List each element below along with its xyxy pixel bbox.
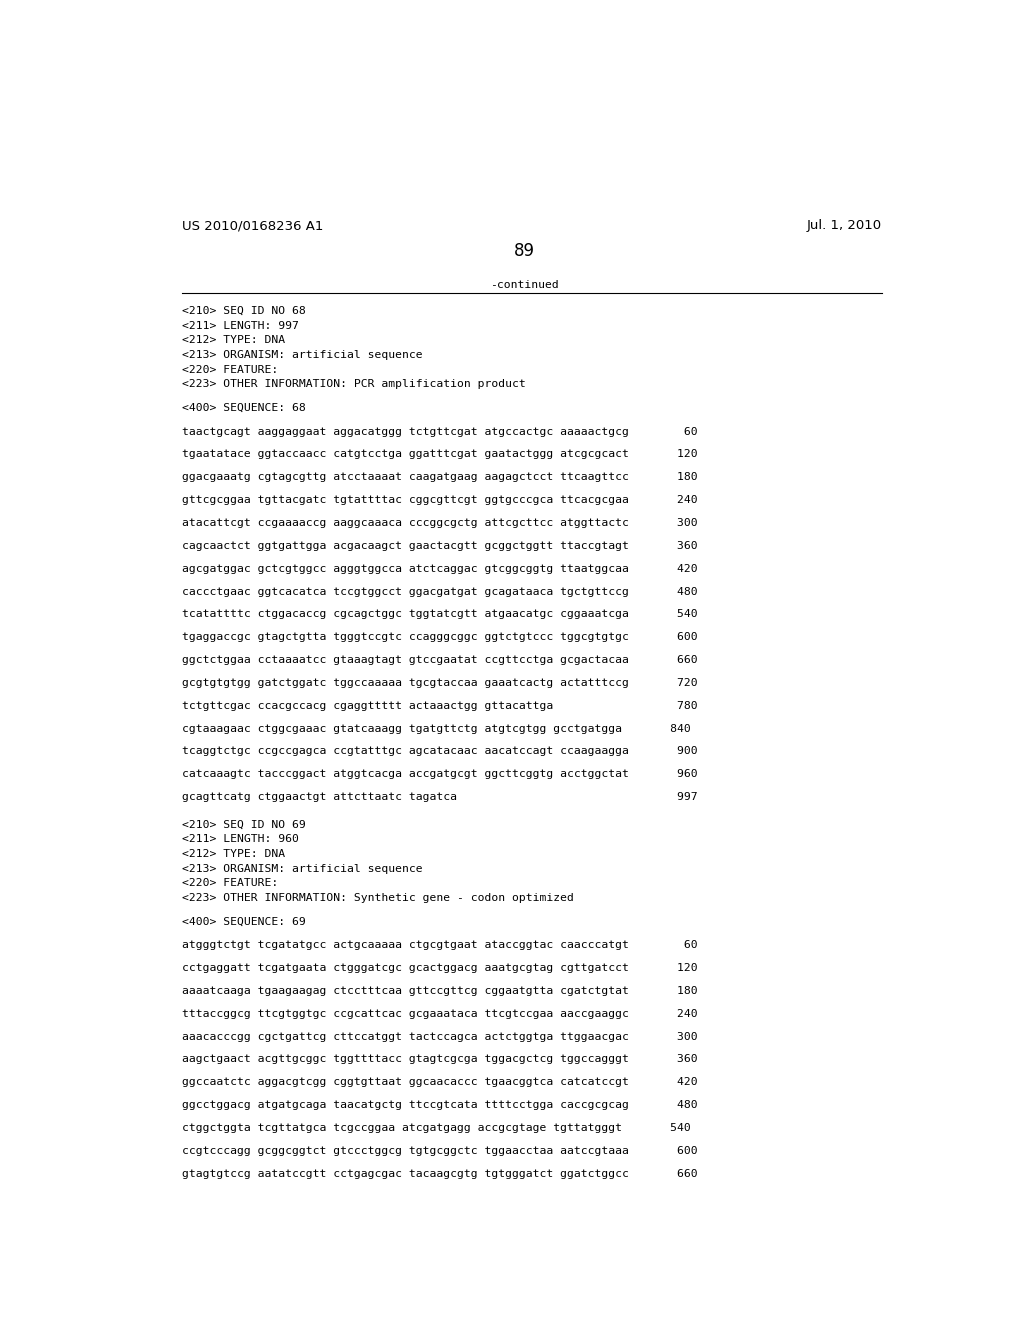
Text: gtagtgtccg aatatccgtt cctgagcgac tacaagcgtg tgtgggatct ggatctggcc       660: gtagtgtccg aatatccgtt cctgagcgac tacaagc… bbox=[182, 1168, 697, 1179]
Text: gcagttcatg ctggaactgt attcttaatc tagatca                                997: gcagttcatg ctggaactgt attcttaatc tagatca… bbox=[182, 792, 697, 803]
Text: <223> OTHER INFORMATION: PCR amplification product: <223> OTHER INFORMATION: PCR amplificati… bbox=[182, 379, 525, 389]
Text: tctgttcgac ccacgccacg cgaggttttt actaaactgg gttacattga                  780: tctgttcgac ccacgccacg cgaggttttt actaaac… bbox=[182, 701, 697, 710]
Text: cgtaaagaac ctggcgaaac gtatcaaagg tgatgttctg atgtcgtgg gcctgatgga       840: cgtaaagaac ctggcgaaac gtatcaaagg tgatgtt… bbox=[182, 723, 691, 734]
Text: <213> ORGANISM: artificial sequence: <213> ORGANISM: artificial sequence bbox=[182, 350, 423, 360]
Text: <400> SEQUENCE: 69: <400> SEQUENCE: 69 bbox=[182, 916, 306, 927]
Text: gcgtgtgtgg gatctggatc tggccaaaaa tgcgtaccaa gaaatcactg actatttccg       720: gcgtgtgtgg gatctggatc tggccaaaaa tgcgtac… bbox=[182, 678, 697, 688]
Text: US 2010/0168236 A1: US 2010/0168236 A1 bbox=[182, 219, 324, 232]
Text: <210> SEQ ID NO 69: <210> SEQ ID NO 69 bbox=[182, 820, 306, 829]
Text: ccgtcccagg gcggcggtct gtccctggcg tgtgcggctc tggaacctaa aatccgtaaa       600: ccgtcccagg gcggcggtct gtccctggcg tgtgcgg… bbox=[182, 1146, 697, 1156]
Text: <212> TYPE: DNA: <212> TYPE: DNA bbox=[182, 335, 285, 346]
Text: tttaccggcg ttcgtggtgc ccgcattcac gcgaaataca ttcgtccgaa aaccgaaggc       240: tttaccggcg ttcgtggtgc ccgcattcac gcgaaat… bbox=[182, 1008, 697, 1019]
Text: <220> FEATURE:: <220> FEATURE: bbox=[182, 364, 279, 375]
Text: ggcctggacg atgatgcaga taacatgctg ttccgtcata ttttcctgga caccgcgcag       480: ggcctggacg atgatgcaga taacatgctg ttccgtc… bbox=[182, 1100, 697, 1110]
Text: cctgaggatt tcgatgaata ctgggatcgc gcactggacg aaatgcgtag cgttgatcct       120: cctgaggatt tcgatgaata ctgggatcgc gcactgg… bbox=[182, 964, 697, 973]
Text: <400> SEQUENCE: 68: <400> SEQUENCE: 68 bbox=[182, 403, 306, 413]
Text: atacattcgt ccgaaaaccg aaggcaaaca cccggcgctg attcgcttcc atggttactc       300: atacattcgt ccgaaaaccg aaggcaaaca cccggcg… bbox=[182, 517, 697, 528]
Text: agcgatggac gctcgtggcc agggtggcca atctcaggac gtcggcggtg ttaatggcaa       420: agcgatggac gctcgtggcc agggtggcca atctcag… bbox=[182, 564, 697, 574]
Text: <211> LENGTH: 997: <211> LENGTH: 997 bbox=[182, 321, 299, 330]
Text: cagcaactct ggtgattgga acgacaagct gaactacgtt gcggctggtt ttaccgtagt       360: cagcaactct ggtgattgga acgacaagct gaactac… bbox=[182, 541, 697, 550]
Text: aagctgaact acgttgcggc tggttttacc gtagtcgcga tggacgctcg tggccagggt       360: aagctgaact acgttgcggc tggttttacc gtagtcg… bbox=[182, 1055, 697, 1064]
Text: ggacgaaatg cgtagcgttg atcctaaaat caagatgaag aagagctcct ttcaagttcc       180: ggacgaaatg cgtagcgttg atcctaaaat caagatg… bbox=[182, 473, 697, 482]
Text: atgggtctgt tcgatatgcc actgcaaaaa ctgcgtgaat ataccggtac caacccatgt        60: atgggtctgt tcgatatgcc actgcaaaaa ctgcgtg… bbox=[182, 940, 697, 950]
Text: ggctctggaa cctaaaatcc gtaaagtagt gtccgaatat ccgttcctga gcgactacaa       660: ggctctggaa cctaaaatcc gtaaagtagt gtccgaa… bbox=[182, 655, 697, 665]
Text: ggccaatctc aggacgtcgg cggtgttaat ggcaacaccc tgaacggtca catcatccgt       420: ggccaatctc aggacgtcgg cggtgttaat ggcaaca… bbox=[182, 1077, 697, 1088]
Text: <220> FEATURE:: <220> FEATURE: bbox=[182, 878, 279, 888]
Text: catcaaagtc tacccggact atggtcacga accgatgcgt ggcttcggtg acctggctat       960: catcaaagtc tacccggact atggtcacga accgatg… bbox=[182, 770, 697, 779]
Text: caccctgaac ggtcacatca tccgtggcct ggacgatgat gcagataaca tgctgttccg       480: caccctgaac ggtcacatca tccgtggcct ggacgat… bbox=[182, 586, 697, 597]
Text: Jul. 1, 2010: Jul. 1, 2010 bbox=[807, 219, 882, 232]
Text: tgaatatace ggtaccaacc catgtcctga ggatttcgat gaatactggg atcgcgcact       120: tgaatatace ggtaccaacc catgtcctga ggatttc… bbox=[182, 450, 697, 459]
Text: ctggctggta tcgttatgca tcgccggaa atcgatgagg accgcgtage tgttatgggt       540: ctggctggta tcgttatgca tcgccggaa atcgatga… bbox=[182, 1123, 691, 1133]
Text: <211> LENGTH: 960: <211> LENGTH: 960 bbox=[182, 834, 299, 843]
Text: tcatattttc ctggacaccg cgcagctggc tggtatcgtt atgaacatgc cggaaatcga       540: tcatattttc ctggacaccg cgcagctggc tggtatc… bbox=[182, 610, 697, 619]
Text: <223> OTHER INFORMATION: Synthetic gene - codon optimized: <223> OTHER INFORMATION: Synthetic gene … bbox=[182, 894, 573, 903]
Text: gttcgcggaa tgttacgatc tgtattttac cggcgttcgt ggtgcccgca ttcacgcgaa       240: gttcgcggaa tgttacgatc tgtattttac cggcgtt… bbox=[182, 495, 697, 506]
Text: tcaggtctgc ccgccgagca ccgtatttgc agcatacaac aacatccagt ccaagaagga       900: tcaggtctgc ccgccgagca ccgtatttgc agcatac… bbox=[182, 746, 697, 756]
Text: -continued: -continued bbox=[490, 280, 559, 290]
Text: aaaatcaaga tgaagaagag ctcctttcaa gttccgttcg cggaatgtta cgatctgtat       180: aaaatcaaga tgaagaagag ctcctttcaa gttccgt… bbox=[182, 986, 697, 995]
Text: taactgcagt aaggaggaat aggacatggg tctgttcgat atgccactgc aaaaactgcg        60: taactgcagt aaggaggaat aggacatggg tctgttc… bbox=[182, 426, 697, 437]
Text: <210> SEQ ID NO 68: <210> SEQ ID NO 68 bbox=[182, 306, 306, 315]
Text: <212> TYPE: DNA: <212> TYPE: DNA bbox=[182, 849, 285, 859]
Text: aaacacccgg cgctgattcg cttccatggt tactccagca actctggtga ttggaacgac       300: aaacacccgg cgctgattcg cttccatggt tactcca… bbox=[182, 1032, 697, 1041]
Text: 89: 89 bbox=[514, 242, 536, 260]
Text: tgaggaccgc gtagctgtta tgggtccgtc ccagggcggc ggtctgtccc tggcgtgtgc       600: tgaggaccgc gtagctgtta tgggtccgtc ccagggc… bbox=[182, 632, 697, 643]
Text: <213> ORGANISM: artificial sequence: <213> ORGANISM: artificial sequence bbox=[182, 863, 423, 874]
